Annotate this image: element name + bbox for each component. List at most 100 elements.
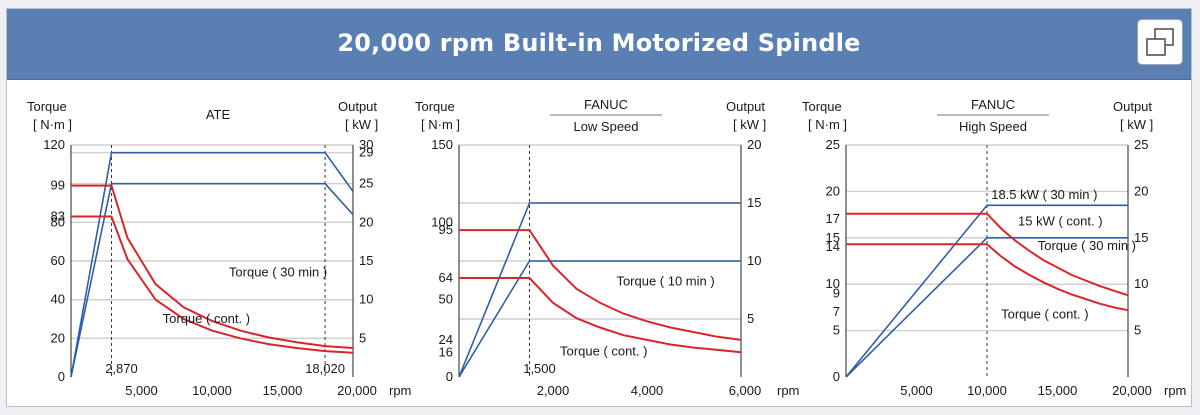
panel-header: 20,000 rpm Built-in Motorized Spindle (7, 9, 1191, 80)
y-tick-label-left: 40 (51, 292, 65, 307)
y-tick-label-right: 15 (359, 253, 373, 268)
y-tick-label-left: 25 (826, 137, 840, 152)
y-tick-label-left: 14 (826, 239, 840, 254)
y-tick-label-right: 15 (747, 195, 761, 210)
power-curve (845, 237, 1128, 378)
y-tick-label-right: 25 (359, 176, 373, 191)
y-tick-label-right: 5 (359, 330, 366, 345)
x-tick-label: 5,000 (125, 383, 158, 398)
y-axis-label-right: Output (1113, 99, 1152, 114)
marker-label: 18,020 (305, 361, 345, 376)
y-axis-unit-left: [ N·m ] (808, 117, 847, 132)
y-tick-label-right: 10 (747, 253, 761, 268)
series-label: Torque ( cont. ) (560, 343, 647, 358)
y-tick-label-left: 5 (833, 323, 840, 338)
expand-button[interactable] (1137, 19, 1183, 65)
x-tick-label: 2,000 (537, 383, 570, 398)
y-tick-label-right: 15 (1134, 230, 1148, 245)
y-axis-unit-left: [ N·m ] (33, 117, 72, 132)
x-tick-label: 15,000 (1038, 383, 1078, 398)
x-tick-label: 4,000 (631, 383, 664, 398)
y-tick-label-right: 20 (747, 137, 761, 152)
y-tick-label-left: 24 (439, 332, 453, 347)
y-tick-label-left: 17 (826, 211, 840, 226)
x-tick-label: 5,000 (900, 383, 933, 398)
y-tick-label-left: 80 (51, 214, 65, 229)
y-tick-label-left: 10 (826, 276, 840, 291)
y-tick-label-right: 5 (747, 311, 754, 326)
y-tick-label-left: 60 (51, 253, 65, 268)
x-tick-label: 10,000 (967, 383, 1007, 398)
chart-title: ATE (206, 107, 231, 122)
torque-curve (71, 215, 354, 354)
chart-3: Torque [ N·m ] Output [ kW ] FANUC High Speed… (802, 97, 1186, 398)
y-tick-label-right: 10 (359, 292, 373, 307)
series-label: Torque ( cont. ) (1001, 307, 1088, 322)
y-tick-label-left: 100 (431, 214, 453, 229)
series-label: 15 kW ( cont. ) (1018, 214, 1103, 229)
y-axis-label-left: Torque (27, 99, 67, 114)
y-axis-unit-right: [ kW ] (345, 117, 378, 132)
y-tick-label-right: 29 (359, 145, 373, 160)
y-tick-label-left: 83 (51, 209, 65, 224)
spindle-panel: 20,000 rpm Built-in Motorized Spindle To… (6, 8, 1192, 407)
y-tick-label-left: 0 (58, 369, 65, 384)
page-title: 20,000 rpm Built-in Motorized Spindle (337, 29, 861, 57)
y-tick-label-left: 50 (439, 292, 453, 307)
marker-label: 1,500 (523, 361, 556, 376)
marker-label: 2,870 (105, 361, 138, 376)
torque-curve (71, 184, 354, 349)
chart-subtitle: Low Speed (573, 119, 638, 134)
y-axis-unit-left: [ N·m ] (421, 117, 460, 132)
series-label: Torque ( 30 min ) (1038, 238, 1136, 253)
y-axis-label-left: Torque (415, 99, 455, 114)
x-tick-label: 15,000 (263, 383, 303, 398)
y-tick-label-right: 5 (1134, 323, 1141, 338)
y-tick-label-right: 20 (1134, 183, 1148, 198)
chart-title: FANUC (971, 97, 1015, 112)
y-axis-unit-right: [ kW ] (1120, 117, 1153, 132)
x-axis-unit: rpm (777, 383, 799, 398)
y-axis-label-left: Torque (802, 99, 842, 114)
x-tick-label: 6,000 (729, 383, 762, 398)
x-tick-label: 10,000 (192, 383, 232, 398)
series-label: 18.5 kW ( 30 min ) (991, 187, 1097, 202)
x-tick-label: 20,000 (1112, 383, 1152, 398)
y-tick-label-right: 10 (1134, 276, 1148, 291)
x-axis-unit: rpm (1164, 383, 1186, 398)
series-label: Torque ( 30 min ) (229, 264, 327, 279)
y-tick-label-left: 99 (51, 178, 65, 193)
chart-2: Torque [ N·m ] Output [ kW ] FANUC Low Speed 0… (415, 97, 799, 398)
y-tick-label-left: 20 (826, 183, 840, 198)
y-tick-label-right: 25 (1134, 137, 1148, 152)
power-curve (458, 202, 741, 378)
x-axis-unit: rpm (389, 383, 411, 398)
y-tick-label-left: 64 (439, 270, 453, 285)
expand-window-icon (1146, 28, 1174, 56)
chart-area: Torque [ N·m ] Output [ kW ] ATE 0 20 40 60 80 83 9… (7, 81, 1191, 411)
y-tick-label-left: 120 (43, 137, 65, 152)
y-tick-label-left: 15 (826, 230, 840, 245)
x-tick-label: 20,000 (337, 383, 377, 398)
y-tick-label-left: 150 (431, 137, 453, 152)
torque-curve (459, 277, 742, 354)
torque-curve (846, 243, 1129, 312)
power-curve (70, 151, 354, 378)
y-tick-label-left: 16 (439, 344, 453, 359)
y-axis-unit-right: [ kW ] (733, 117, 766, 132)
y-tick-label-left: 0 (446, 369, 453, 384)
power-curve (70, 182, 354, 378)
y-tick-label-left: 7 (833, 304, 840, 319)
y-tick-label-left: 95 (439, 222, 453, 237)
chart-title: FANUC (584, 97, 628, 112)
series-label: Torque ( cont. ) (163, 311, 250, 326)
chart-subtitle: High Speed (959, 119, 1027, 134)
series-label: Torque ( 10 min ) (616, 274, 714, 289)
torque-curve (846, 212, 1129, 297)
y-tick-label-right: 30 (359, 137, 373, 152)
y-tick-label-left: 20 (51, 330, 65, 345)
y-tick-label-left: 0 (833, 369, 840, 384)
y-axis-label-right: Output (338, 99, 377, 114)
